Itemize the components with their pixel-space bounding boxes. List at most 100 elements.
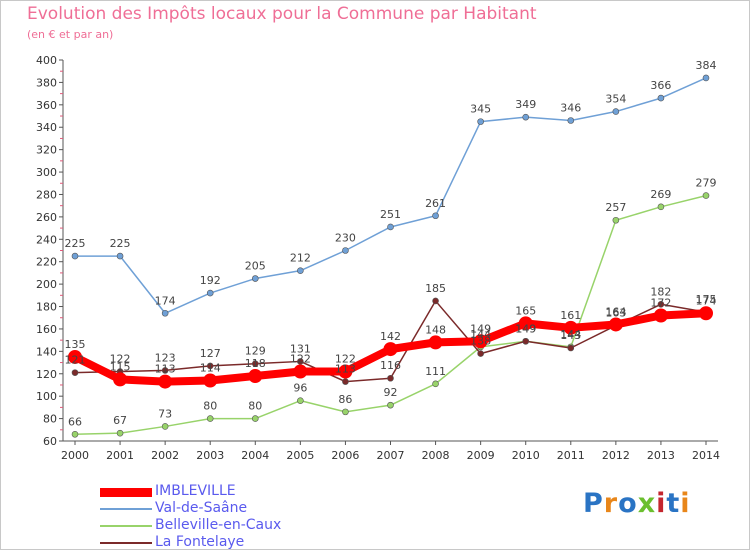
- x-tick-label: 2007: [377, 449, 405, 462]
- data-point: [71, 369, 79, 376]
- data-label: 113: [155, 363, 176, 376]
- data-label: 279: [696, 177, 717, 190]
- x-tick-label: 2004: [241, 449, 269, 462]
- data-label: 66: [68, 415, 82, 428]
- data-point: [206, 362, 214, 370]
- data-label: 142: [380, 330, 401, 343]
- legend-item-la-fontelaye: La Fontelaye: [100, 534, 400, 550]
- data-label: 144: [560, 328, 581, 341]
- data-point: [657, 300, 665, 308]
- data-point: [522, 337, 530, 345]
- data-label: 192: [200, 274, 221, 287]
- data-point: [432, 212, 439, 220]
- data-point: [342, 378, 349, 385]
- logo-letter: i: [656, 488, 667, 519]
- data-label: 161: [560, 309, 581, 322]
- data-point: [608, 317, 623, 332]
- data-point: [71, 252, 79, 260]
- data-label: 175: [696, 293, 717, 306]
- y-tick-label: 100: [36, 390, 57, 403]
- x-tick-label: 2002: [151, 449, 179, 462]
- x-tick-label: 2012: [602, 449, 630, 462]
- data-label: 129: [245, 345, 266, 358]
- data-point: [383, 342, 398, 357]
- data-point: [248, 369, 263, 384]
- data-label: 115: [110, 360, 131, 373]
- data-point: [293, 364, 308, 379]
- y-tick-label: 140: [36, 345, 57, 358]
- data-label: 131: [290, 342, 311, 355]
- data-point: [161, 423, 169, 430]
- data-label: 135: [65, 338, 86, 351]
- data-point: [203, 373, 218, 388]
- data-point: [71, 430, 79, 438]
- data-point: [567, 117, 575, 124]
- data-label: 92: [384, 386, 398, 399]
- data-label: 96: [293, 382, 307, 395]
- legend-label-belleville-en-caux: Belleville-en-Caux: [155, 517, 282, 533]
- data-point: [297, 358, 304, 365]
- chart-subtitle: (en € et par an): [27, 28, 114, 41]
- data-label: 121: [65, 354, 86, 367]
- data-point: [702, 74, 710, 82]
- data-label: 163: [605, 307, 626, 320]
- data-point: [563, 320, 578, 335]
- x-tick-label: 2001: [106, 449, 134, 462]
- data-point: [612, 108, 620, 115]
- y-tick-label: 120: [36, 368, 57, 381]
- chart-title: Evolution des Impôts locaux pour la Comm…: [27, 4, 537, 24]
- data-label: 86: [338, 393, 352, 406]
- data-point: [432, 297, 439, 305]
- data-label: 73: [158, 407, 172, 420]
- y-tick-label: 160: [36, 323, 57, 336]
- data-label: 144: [470, 328, 491, 341]
- data-point: [612, 216, 620, 224]
- data-point: [702, 192, 710, 199]
- data-point: [297, 267, 304, 274]
- data-label: 138: [470, 335, 491, 348]
- data-point: [518, 316, 533, 331]
- data-point: [116, 252, 124, 260]
- x-tick-label: 2006: [331, 449, 359, 462]
- data-label: 143: [560, 329, 581, 342]
- x-tick-label: 2009: [467, 449, 495, 462]
- data-label: 345: [470, 103, 491, 116]
- data-label: 354: [605, 93, 626, 106]
- y-tick-label: 180: [36, 301, 57, 314]
- data-label: 148: [425, 323, 446, 336]
- data-point: [699, 306, 713, 321]
- data-point: [251, 275, 259, 282]
- data-label: 149: [515, 322, 536, 335]
- y-tick-label: 400: [36, 54, 57, 67]
- data-label: 225: [65, 237, 86, 250]
- data-point: [477, 118, 484, 125]
- logo-letter: x: [637, 488, 657, 519]
- data-label: 118: [245, 357, 266, 370]
- data-point: [206, 415, 214, 422]
- data-label: 113: [335, 363, 356, 376]
- x-tick-label: 2010: [512, 449, 540, 462]
- legend-label-val-de-saane: Val-de-Saâne: [155, 500, 248, 516]
- x-tick-label: 2014: [692, 449, 720, 462]
- y-tick-label: 240: [36, 233, 57, 246]
- data-point: [342, 247, 349, 254]
- data-label: 149: [515, 322, 536, 335]
- data-point: [657, 203, 665, 211]
- x-tick-label: 2008: [422, 449, 450, 462]
- y-tick-label: 340: [36, 121, 57, 134]
- y-tick-label: 320: [36, 144, 57, 157]
- data-label: 80: [248, 400, 262, 413]
- data-point: [206, 289, 214, 297]
- data-point: [158, 374, 173, 389]
- data-label: 205: [245, 260, 266, 273]
- data-label: 111: [425, 365, 446, 378]
- legend-swatch-la-fontelaye: [100, 542, 152, 544]
- logo-letter: t: [666, 488, 681, 519]
- data-label: 174: [696, 294, 717, 307]
- legend-label-la-fontelaye: La Fontelaye: [155, 534, 245, 550]
- x-tick-label: 2003: [196, 449, 224, 462]
- data-label: 366: [650, 79, 671, 92]
- logo-letter: o: [618, 488, 638, 519]
- data-point: [68, 349, 82, 364]
